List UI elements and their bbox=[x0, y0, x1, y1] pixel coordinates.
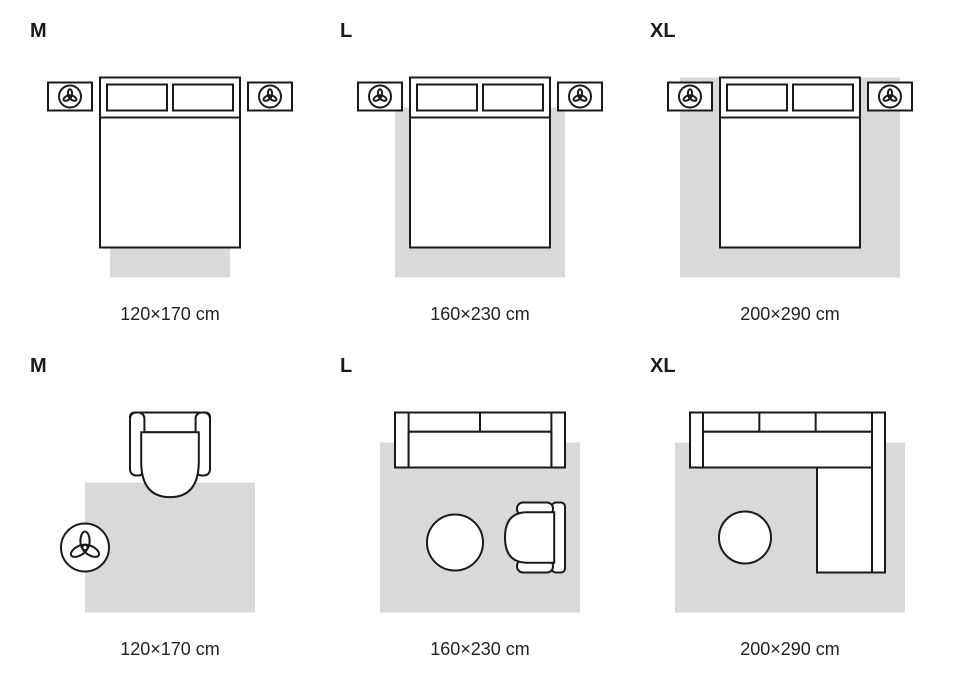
sofa bbox=[395, 413, 565, 468]
pillow bbox=[417, 85, 477, 111]
fan-icon bbox=[61, 524, 109, 572]
size-label: XL bbox=[650, 355, 676, 378]
size-label: L bbox=[340, 355, 352, 378]
pillow bbox=[793, 85, 853, 111]
size-label: XL bbox=[650, 20, 676, 43]
panel-canvas bbox=[650, 50, 930, 295]
fan-icon bbox=[569, 86, 591, 108]
panel-canvas bbox=[340, 385, 620, 630]
panel-bed-m: M 120×170 cm bbox=[30, 20, 310, 325]
panel-bed-xl: XL 200×290 cm bbox=[650, 20, 930, 325]
size-label: M bbox=[30, 355, 47, 378]
coffee-table bbox=[427, 515, 483, 571]
dimension-caption: 200×290 cm bbox=[650, 304, 930, 325]
fan-icon bbox=[59, 86, 81, 108]
panel-canvas bbox=[340, 50, 620, 295]
dimension-caption: 160×230 cm bbox=[340, 639, 620, 660]
pillow bbox=[483, 85, 543, 111]
pillow bbox=[107, 85, 167, 111]
panel-living-m: M 120×170 cm bbox=[30, 355, 310, 660]
dimension-caption: 200×290 cm bbox=[650, 639, 930, 660]
fan-icon bbox=[369, 86, 391, 108]
panel-canvas bbox=[30, 385, 310, 630]
fan-icon bbox=[259, 86, 281, 108]
panel-grid: M 120×170 cm L 160×230 cm XL 200×290 cm M 120×1… bbox=[0, 0, 960, 690]
panel-bed-l: L 160×230 cm bbox=[340, 20, 620, 325]
dimension-caption: 160×230 cm bbox=[340, 304, 620, 325]
rug-size-guide: M 120×170 cm L 160×230 cm XL 200×290 cm M 120×1… bbox=[0, 0, 960, 690]
pillow bbox=[727, 85, 787, 111]
panel-living-xl: XL 200×290 cm bbox=[650, 355, 930, 660]
size-label: L bbox=[340, 20, 352, 43]
pillow bbox=[173, 85, 233, 111]
dimension-caption: 120×170 cm bbox=[30, 639, 310, 660]
rug bbox=[85, 483, 255, 613]
panel-living-l: L 160×230 cm bbox=[340, 355, 620, 660]
coffee-table bbox=[719, 512, 771, 564]
panel-canvas bbox=[650, 385, 930, 630]
fan-icon bbox=[879, 86, 901, 108]
dimension-caption: 120×170 cm bbox=[30, 304, 310, 325]
fan-icon bbox=[679, 86, 701, 108]
size-label: M bbox=[30, 20, 47, 43]
panel-canvas bbox=[30, 50, 310, 295]
